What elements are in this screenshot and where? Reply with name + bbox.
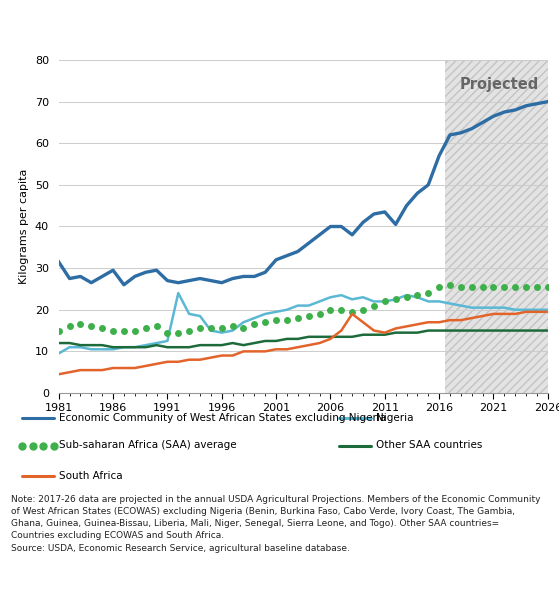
Text: Sub-saharan Africa (SAA) average: Sub-saharan Africa (SAA) average <box>59 440 237 451</box>
Text: Note: 2017-26 data are projected in the annual USDA Agricultural Projections. Me: Note: 2017-26 data are projected in the … <box>11 495 541 553</box>
Text: Economic Community of West African States excluding Nigeria: Economic Community of West African State… <box>59 413 387 422</box>
Text: Projected: Projected <box>459 77 538 92</box>
Text: South Africa: South Africa <box>59 471 123 481</box>
Text: Other SAA countries: Other SAA countries <box>376 440 482 451</box>
Text: Nigeria: Nigeria <box>376 413 414 422</box>
Text: Africa and global historical and projected rice consumption: Africa and global historical and project… <box>10 19 475 32</box>
Y-axis label: Kilograms per capita: Kilograms per capita <box>20 169 29 284</box>
Bar <box>444 60 553 393</box>
